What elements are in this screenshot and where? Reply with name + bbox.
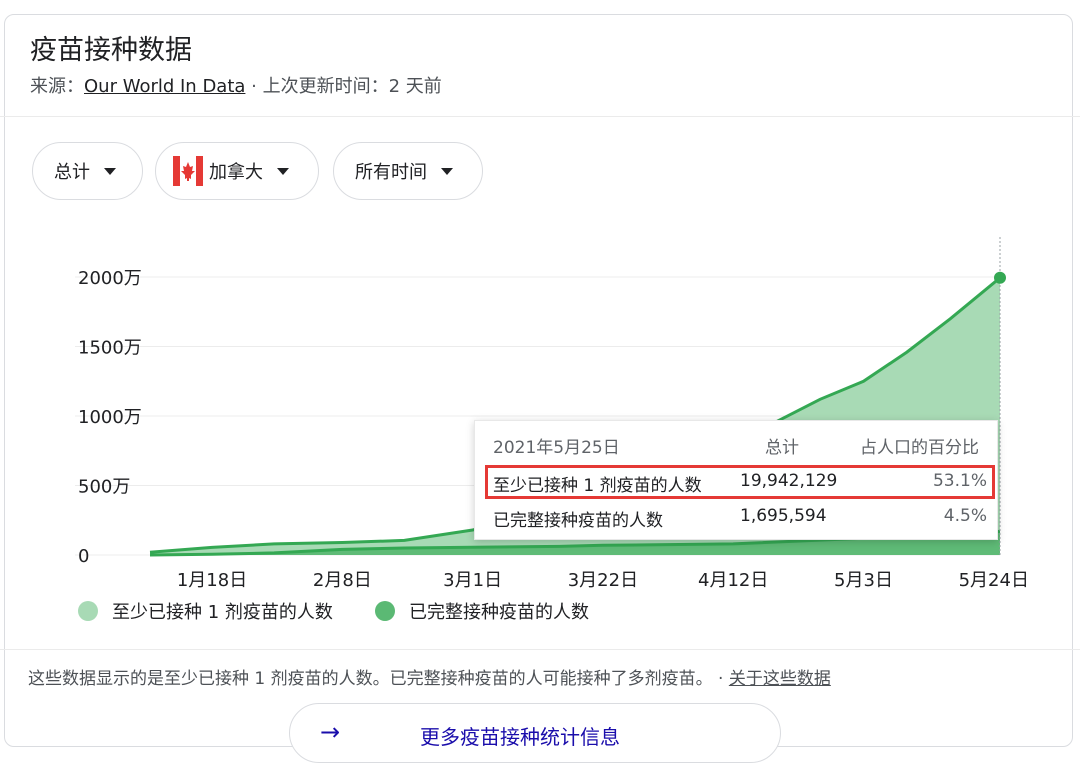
more-stats-label: 更多疫苗接种统计信息	[420, 725, 620, 749]
x-tick-label: 2月8日	[313, 570, 372, 591]
tooltip-row-label: 至少已接种 1 剂疫苗的人数	[493, 476, 702, 496]
chart-tooltip: 2021年5月25日 总计 占人口的百分比 至少已接种 1 剂疫苗的人数 19,…	[474, 420, 998, 540]
tooltip-row-fully: 已完整接种疫苗的人数 1,695,594 4.5%	[485, 500, 995, 534]
y-tick-label: 1500万	[78, 338, 142, 359]
time-range-dropdown[interactable]: 所有时间	[333, 142, 483, 200]
metric-dropdown[interactable]: 总计	[32, 142, 143, 200]
source-link[interactable]: Our World In Data	[84, 76, 246, 97]
legend-swatch-first-dose	[78, 601, 98, 621]
tooltip-header-total: 总计	[765, 438, 799, 458]
tooltip-header-pct: 占人口的百分比	[860, 438, 979, 458]
header-divider	[0, 116, 1080, 117]
legend-item-first-dose: 至少已接种 1 剂疫苗的人数	[78, 598, 333, 624]
x-tick-label: 1月18日	[177, 570, 247, 591]
source-line: 来源：Our World In Data · 上次更新时间：2 天前	[30, 72, 442, 98]
canada-flag-icon	[173, 156, 203, 186]
page-title: 疫苗接种数据	[30, 35, 192, 66]
tooltip-row-first-dose: 至少已接种 1 剂疫苗的人数 19,942,129 53.1%	[485, 465, 995, 499]
x-tick-label: 5月24日	[959, 570, 1029, 591]
chevron-down-icon	[104, 167, 116, 175]
footer-divider	[0, 649, 1080, 650]
dot-separator: ·	[712, 669, 729, 689]
legend-swatch-fully	[375, 601, 395, 621]
chevron-down-icon	[441, 167, 453, 175]
legend-label-first-dose: 至少已接种 1 剂疫苗的人数	[112, 602, 333, 623]
tooltip-row-value: 19,942,129	[740, 471, 838, 491]
data-note-text: 这些数据显示的是至少已接种 1 剂疫苗的人数。已完整接种疫苗的人可能接种了多剂疫…	[28, 669, 713, 689]
y-tick-label: 0	[78, 546, 89, 567]
arrow-right-icon: →	[320, 718, 341, 746]
more-stats-button[interactable]: → 更多疫苗接种统计信息	[289, 703, 781, 763]
country-dropdown-label: 加拿大	[209, 162, 263, 183]
about-data-link[interactable]: 关于这些数据	[728, 669, 831, 689]
x-tick-label: 4月12日	[698, 570, 768, 591]
source-prefix: 来源：	[30, 76, 84, 97]
tooltip-row-pct: 4.5%	[943, 506, 987, 526]
last-updated: · 上次更新时间：2 天前	[245, 76, 442, 97]
y-tick-label: 500万	[78, 477, 130, 498]
legend-item-fully: 已完整接种疫苗的人数	[375, 598, 589, 624]
tooltip-row-label: 已完整接种疫苗的人数	[493, 511, 663, 531]
data-note: 这些数据显示的是至少已接种 1 剂疫苗的人数。已完整接种疫苗的人可能接种了多剂疫…	[28, 664, 831, 689]
tooltip-row-value: 1,695,594	[740, 506, 827, 526]
x-tick-label: 3月22日	[568, 570, 638, 591]
time-range-dropdown-label: 所有时间	[355, 162, 427, 183]
tooltip-date: 2021年5月25日	[493, 438, 620, 458]
x-tick-label: 5月3日	[834, 570, 893, 591]
hover-point	[994, 271, 1006, 284]
country-dropdown[interactable]: 加拿大	[155, 142, 319, 200]
y-tick-label: 2000万	[78, 268, 142, 289]
chevron-down-icon	[277, 167, 289, 175]
legend-label-fully: 已完整接种疫苗的人数	[409, 602, 589, 623]
series-line-1	[149, 529, 1001, 557]
x-tick-label: 3月1日	[443, 570, 502, 591]
tooltip-row-pct: 53.1%	[932, 471, 987, 491]
y-tick-label: 1000万	[78, 407, 142, 428]
metric-dropdown-label: 总计	[54, 162, 90, 183]
